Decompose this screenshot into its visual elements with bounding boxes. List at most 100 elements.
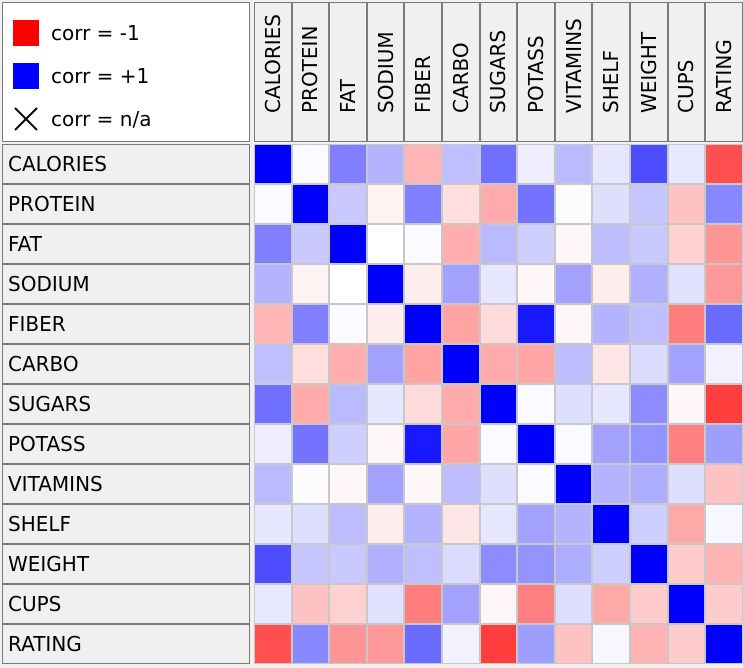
- heatmap-cell-carbo-sugars: [479, 344, 518, 384]
- heatmap-cell-fiber-sodium: [366, 304, 405, 344]
- heatmap-cell-rating-shelf: [592, 624, 630, 664]
- heatmap-cell-cups-cups: [667, 584, 706, 624]
- column-header-label: SUGARS: [486, 29, 511, 113]
- heatmap-cell-rating-fiber: [404, 624, 442, 664]
- column-header-potass: POTASS: [517, 2, 555, 142]
- column-header-sodium: SODIUM: [366, 2, 405, 142]
- heatmap-cell-shelf-cups: [667, 504, 706, 544]
- heatmap-cell-weight-weight: [630, 544, 668, 584]
- heatmap-cell-shelf-sodium: [366, 504, 405, 544]
- heatmap-cell-cups-calories: [254, 584, 292, 624]
- heatmap-cell-sugars-sodium: [366, 384, 405, 424]
- heatmap-cell-fat-vitamins: [554, 224, 593, 264]
- heatmap-cell-sodium-fiber: [404, 264, 442, 304]
- heatmap-cell-fat-shelf: [592, 224, 630, 264]
- column-header-fiber: FIBER: [404, 2, 442, 142]
- column-header-carbo: CARBO: [442, 2, 480, 142]
- heatmap-cell-sugars-carbo: [442, 384, 480, 424]
- cross-icon: [13, 106, 39, 132]
- heatmap-cell-carbo-potass: [517, 344, 555, 384]
- heatmap-cell-rating-weight: [630, 624, 668, 664]
- heatmap-cell-fiber-carbo: [442, 304, 480, 344]
- legend-positive: corr = +1: [13, 62, 149, 90]
- heatmap-cell-shelf-vitamins: [554, 504, 593, 544]
- row-header-sodium: SODIUM: [2, 264, 250, 304]
- heatmap-cell-cups-weight: [630, 584, 668, 624]
- column-header-shelf: SHELF: [592, 2, 630, 142]
- heatmap-cell-carbo-fiber: [404, 344, 442, 384]
- heatmap-cell-sodium-vitamins: [554, 264, 593, 304]
- heatmap-cell-sugars-calories: [254, 384, 292, 424]
- heatmap-cell-potass-carbo: [442, 424, 480, 464]
- heatmap-cell-rating-calories: [254, 624, 292, 664]
- row-header-sugars: SUGARS: [2, 384, 250, 424]
- column-header-label: RATING: [711, 39, 736, 113]
- heatmap-cell-cups-rating: [705, 584, 743, 624]
- heatmap-cell-sodium-rating: [705, 264, 743, 304]
- heatmap-cell-calories-carbo: [442, 144, 480, 184]
- heatmap-cell-fat-sugars: [479, 224, 518, 264]
- heatmap-cell-sodium-potass: [517, 264, 555, 304]
- legend-na: corr = n/a: [13, 105, 151, 133]
- heatmap-cell-vitamins-calories: [254, 464, 292, 504]
- column-header-vitamins: VITAMINS: [554, 2, 593, 142]
- heatmap-cell-fiber-protein: [291, 304, 330, 344]
- heatmap-cell-fiber-fat: [329, 304, 367, 344]
- heatmap-cell-calories-rating: [705, 144, 743, 184]
- heatmap-cell-sodium-sugars: [479, 264, 518, 304]
- heatmap-cell-shelf-carbo: [442, 504, 480, 544]
- heatmap-cell-fiber-weight: [630, 304, 668, 344]
- heatmap-cell-cups-sodium: [366, 584, 405, 624]
- heatmap-cell-potass-calories: [254, 424, 292, 464]
- heatmap-cell-rating-cups: [667, 624, 706, 664]
- heatmap-cell-fat-cups: [667, 224, 706, 264]
- heatmap-cell-weight-fiber: [404, 544, 442, 584]
- legend-na-label: corr = n/a: [51, 107, 152, 131]
- heatmap-cell-rating-sugars: [479, 624, 518, 664]
- heatmap-cell-protein-fiber: [404, 184, 442, 224]
- heatmap-cell-potass-sugars: [479, 424, 518, 464]
- heatmap-cell-carbo-sodium: [366, 344, 405, 384]
- heatmap-cell-carbo-vitamins: [554, 344, 593, 384]
- heatmap-cell-protein-potass: [517, 184, 555, 224]
- heatmap-cell-shelf-protein: [291, 504, 330, 544]
- heatmap-cell-carbo-shelf: [592, 344, 630, 384]
- heatmap-cell-vitamins-potass: [517, 464, 555, 504]
- heatmap-cell-fat-fiber: [404, 224, 442, 264]
- heatmap-cell-vitamins-rating: [705, 464, 743, 504]
- column-header-cups: CUPS: [667, 2, 706, 142]
- heatmap-cell-weight-potass: [517, 544, 555, 584]
- heatmap-cell-fiber-rating: [705, 304, 743, 344]
- heatmap-cell-calories-protein: [291, 144, 330, 184]
- heatmap-cell-sodium-weight: [630, 264, 668, 304]
- heatmap-cell-weight-carbo: [442, 544, 480, 584]
- heatmap-cell-carbo-cups: [667, 344, 706, 384]
- heatmap-cell-sugars-fat: [329, 384, 367, 424]
- heatmap-cell-vitamins-shelf: [592, 464, 630, 504]
- heatmap-cell-sodium-carbo: [442, 264, 480, 304]
- heatmap-cell-shelf-fat: [329, 504, 367, 544]
- column-header-rating: RATING: [705, 2, 743, 142]
- row-header-carbo: CARBO: [2, 344, 250, 384]
- row-header-protein: PROTEIN: [2, 184, 250, 224]
- heatmap-cell-vitamins-weight: [630, 464, 668, 504]
- heatmap-cell-rating-rating: [705, 624, 743, 664]
- heatmap-cell-shelf-sugars: [479, 504, 518, 544]
- heatmap-cell-protein-vitamins: [554, 184, 593, 224]
- heatmap-cell-potass-rating: [705, 424, 743, 464]
- heatmap-cell-shelf-potass: [517, 504, 555, 544]
- heatmap-cell-potass-fat: [329, 424, 367, 464]
- heatmap-cell-weight-shelf: [592, 544, 630, 584]
- heatmap-cell-sodium-cups: [667, 264, 706, 304]
- heatmap-cell-carbo-weight: [630, 344, 668, 384]
- heatmap-cell-vitamins-vitamins: [554, 464, 593, 504]
- heatmap-cell-fat-protein: [291, 224, 330, 264]
- row-header-fat: FAT: [2, 224, 250, 264]
- heatmap-cell-fat-fat: [329, 224, 367, 264]
- heatmap-cell-potass-weight: [630, 424, 668, 464]
- heatmap-cell-sugars-vitamins: [554, 384, 593, 424]
- heatmap-cell-fat-potass: [517, 224, 555, 264]
- heatmap-cell-fiber-shelf: [592, 304, 630, 344]
- heatmap-cell-potass-potass: [517, 424, 555, 464]
